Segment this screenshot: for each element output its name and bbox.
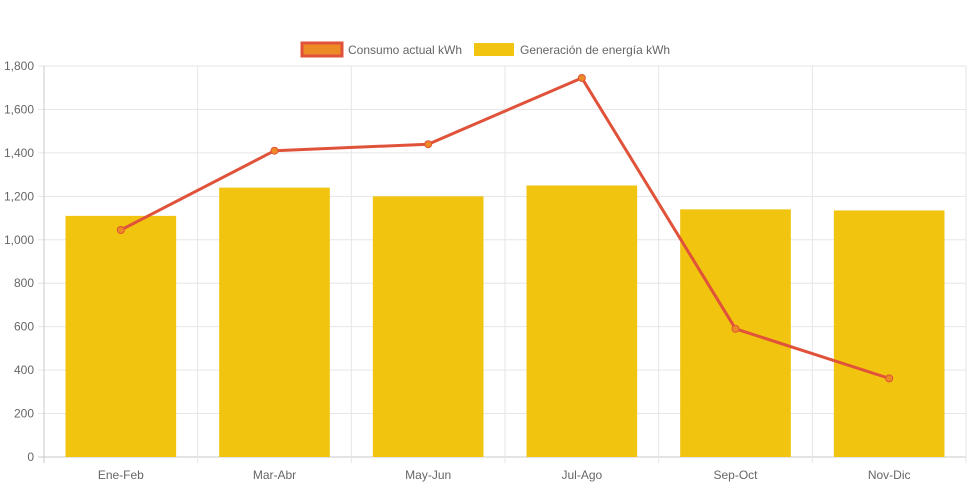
legend: Consumo actual kWh Generación de energía…: [300, 41, 670, 58]
line-layer: [116, 73, 894, 383]
bar-generacion[interactable]: [372, 196, 484, 458]
point-consumo[interactable]: [885, 374, 894, 383]
y-tick-label: 0: [27, 450, 34, 464]
x-tick-label: Jul-Ago: [561, 468, 602, 482]
legend-label-consumo[interactable]: Consumo actual kWh: [348, 43, 462, 57]
legend-swatch-generacion[interactable]: [474, 43, 514, 56]
x-tick-label: May-Jun: [405, 468, 451, 482]
y-tick-label: 1,000: [4, 233, 34, 247]
x-tick-label: Sep-Oct: [713, 468, 758, 482]
y-tick-label: 1,400: [4, 146, 34, 160]
point-consumo[interactable]: [731, 324, 740, 333]
y-tick-label: 1,200: [4, 189, 34, 203]
bar-layer: [65, 185, 945, 458]
point-consumo[interactable]: [116, 226, 125, 235]
bar-generacion[interactable]: [526, 185, 638, 457]
y-tick-label: 200: [14, 407, 34, 421]
y-tick-label: 800: [14, 276, 34, 290]
x-tick-label: Mar-Abr: [253, 468, 296, 482]
legend-swatch-consumo[interactable]: [300, 41, 344, 58]
y-tick-label: 1,800: [4, 59, 34, 73]
point-consumo[interactable]: [270, 146, 279, 155]
bar-generacion[interactable]: [680, 209, 791, 457]
legend-label-generacion[interactable]: Generación de energía kWh: [520, 43, 670, 57]
bar-generacion[interactable]: [65, 215, 177, 457]
x-tick-label: Ene-Feb: [98, 468, 144, 482]
point-consumo[interactable]: [424, 140, 433, 149]
y-tick-label: 400: [14, 363, 34, 377]
line-consumo: [120, 76, 890, 380]
x-tick-label: Nov-Dic: [868, 468, 911, 482]
y-tick-label: 1,600: [4, 102, 34, 116]
grid-layer: [38, 65, 967, 463]
y-tick-label: 600: [14, 320, 34, 334]
axis-layer: 0 200 400 600 800 1,000 1,200 1,400 1,600 1,800 En…: [4, 59, 911, 482]
bar-generacion[interactable]: [219, 187, 330, 457]
bar-generacion[interactable]: [833, 210, 945, 457]
point-consumo[interactable]: [577, 73, 586, 82]
